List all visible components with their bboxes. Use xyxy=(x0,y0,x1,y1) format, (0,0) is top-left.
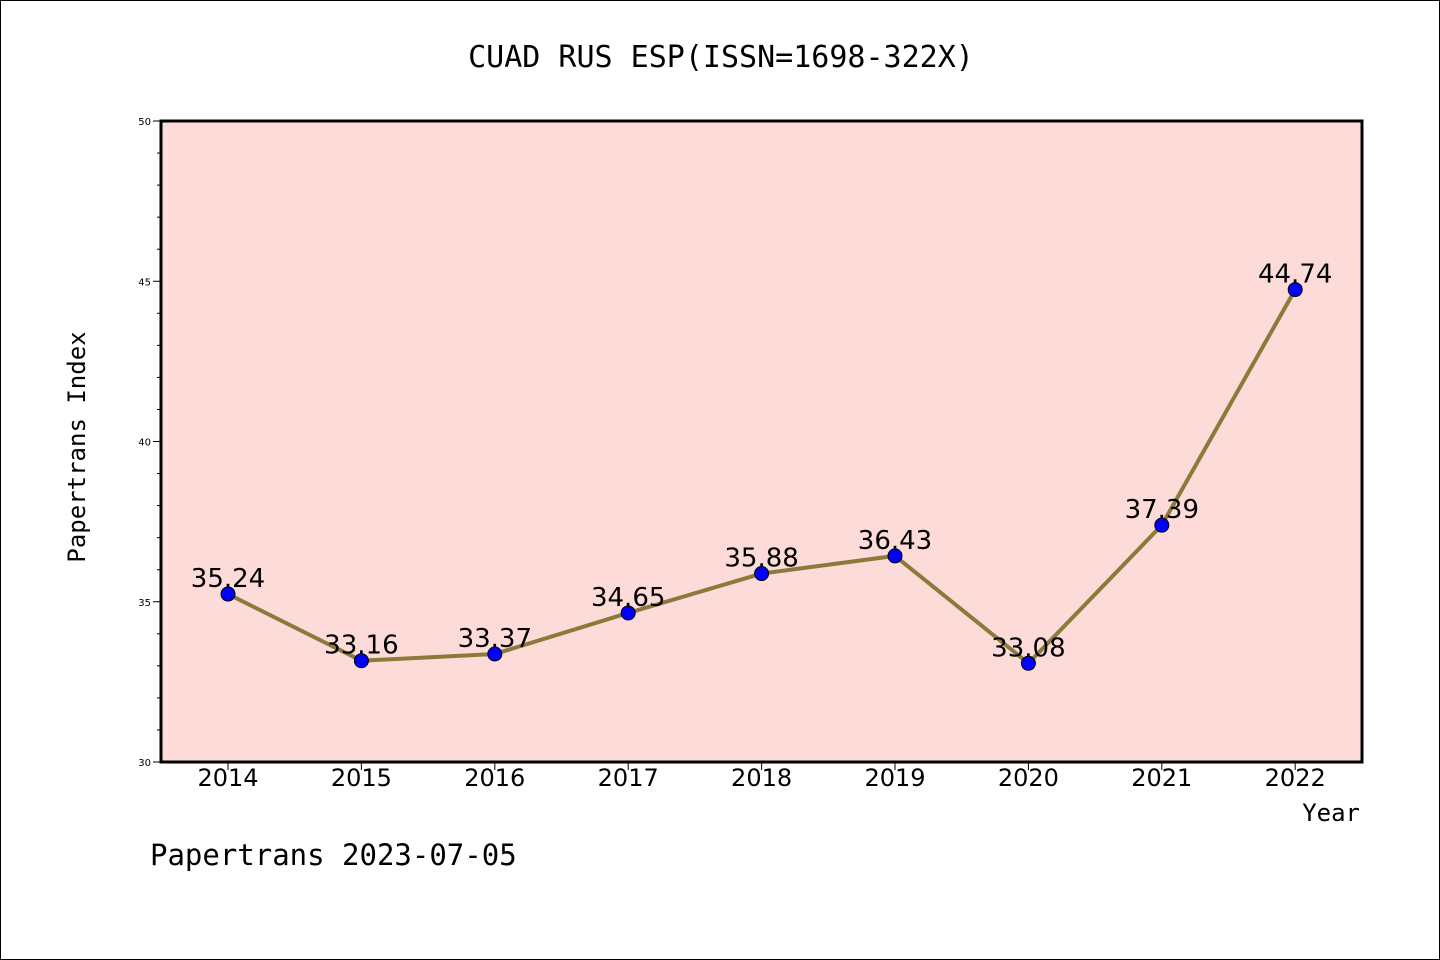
data-points xyxy=(220,282,1303,671)
data-point xyxy=(220,586,236,602)
y-tick-label: 40 xyxy=(138,438,151,449)
x-tick-label: 2021 xyxy=(1131,764,1192,792)
data-labels: 35.24 33.16 33.37 34.65 35.88 36.43 33.08 37.39… xyxy=(191,260,1333,664)
x-tick-label: 2018 xyxy=(731,764,792,792)
data-point xyxy=(887,548,903,564)
y-tick-label: 35 xyxy=(138,598,151,609)
data-label: 33.37 xyxy=(458,624,532,654)
x-tick-label: 2022 xyxy=(1265,764,1326,792)
y-tick-label: 50 xyxy=(138,117,151,128)
x-tick-label: 2015 xyxy=(331,764,392,792)
x-tick-label: 2019 xyxy=(864,764,925,792)
data-label: 35.88 xyxy=(724,544,798,574)
plot-area xyxy=(161,121,1362,762)
y-axis: 30 35 40 45 50 xyxy=(138,117,161,769)
data-point xyxy=(487,646,503,662)
data-label: 44.74 xyxy=(1258,260,1332,290)
data-point xyxy=(754,566,770,582)
data-label: 33.16 xyxy=(324,631,398,661)
data-point xyxy=(1154,517,1170,533)
x-tick-label: 2020 xyxy=(998,764,1059,792)
y-tick-label: 45 xyxy=(138,277,151,288)
data-label: 36.43 xyxy=(858,526,932,556)
chart-title: CUAD RUS ESP(ISSN=1698-322X) xyxy=(468,40,974,75)
data-label: 33.08 xyxy=(991,633,1065,663)
x-tick-label: 2016 xyxy=(464,764,525,792)
x-tick-label: 2014 xyxy=(197,764,258,792)
plot-border xyxy=(159,119,1364,764)
y-tick-label: 30 xyxy=(138,758,151,769)
x-axis-label: Year xyxy=(1302,799,1360,827)
data-point xyxy=(1020,655,1036,671)
x-tick-label: 2017 xyxy=(598,764,659,792)
data-label: 37.39 xyxy=(1125,495,1199,525)
y-axis-label: Papertrans Index xyxy=(63,331,91,562)
x-axis: 2014 2015 2016 2017 2018 2019 2020 2021 2022 xyxy=(197,762,1326,792)
data-label: 35.24 xyxy=(191,564,265,594)
data-point xyxy=(353,653,369,669)
data-point xyxy=(620,605,636,621)
data-point xyxy=(1287,282,1303,298)
footer-date: Papertrans 2023-07-05 xyxy=(150,838,517,872)
data-label: 34.65 xyxy=(591,583,665,613)
